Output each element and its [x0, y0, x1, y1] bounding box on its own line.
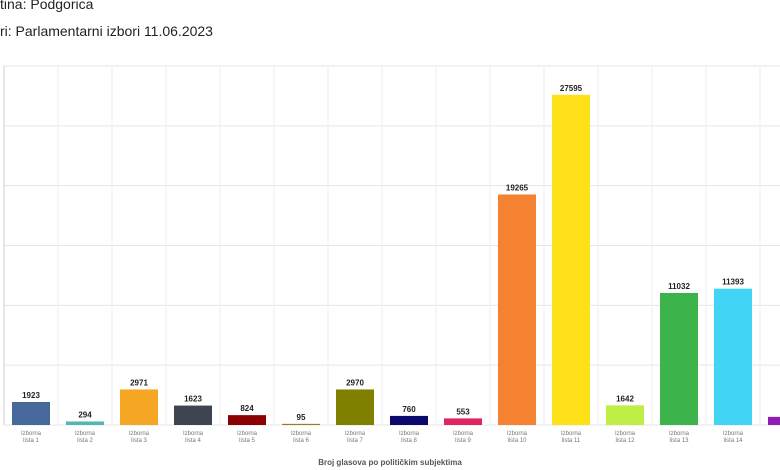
bar [120, 389, 158, 425]
x-tick-label: Izborna lista 1 [20, 431, 41, 444]
bar [12, 401, 50, 425]
bar [606, 405, 644, 425]
x-tick-label: Izborna lista 7 [344, 431, 365, 444]
x-tick-label: Izborna lista 5 [236, 431, 257, 444]
bar [552, 94, 590, 425]
data-label: 1623 [184, 395, 202, 404]
bar [768, 416, 780, 425]
data-label: 824 [240, 404, 254, 413]
x-tick-label: Izborna lista 12 [614, 431, 635, 444]
x-tick-label: Izborna lista 2 [74, 431, 95, 444]
bar [660, 292, 698, 425]
data-label: 553 [456, 407, 470, 416]
data-label: 2971 [130, 378, 148, 387]
data-label: 11393 [722, 278, 744, 287]
bar [336, 389, 374, 425]
bar [282, 423, 320, 425]
data-label: 95 [297, 413, 306, 422]
data-label: 1923 [22, 391, 40, 400]
bar [66, 421, 104, 425]
bar [228, 415, 266, 425]
x-tick-label: Izborna lista 11 [560, 431, 581, 444]
bar [390, 415, 428, 425]
data-label: 27595 [560, 84, 583, 93]
x-axis-label: Broj glasova po političkim subjektima [318, 458, 462, 467]
data-label: 1642 [616, 394, 634, 403]
data-label: 760 [402, 405, 416, 414]
bar [714, 288, 752, 425]
data-label: 11032 [668, 282, 690, 291]
x-tick-label: Izborna lista 4 [182, 431, 203, 444]
x-tick-label: Izborna lista 6 [290, 431, 311, 444]
bar [174, 405, 212, 425]
x-tick-label: Izborna lista 14 [722, 431, 743, 444]
bar [444, 418, 482, 425]
x-tick-label: Izborna lista 10 [506, 431, 527, 444]
data-label: 294 [78, 410, 92, 419]
title: tina: Podgorica [0, 0, 94, 12]
x-tick-label: Izborna lista 13 [668, 431, 689, 444]
data-label: 19265 [506, 183, 529, 192]
x-tick-label: Izborna lista 3 [128, 431, 149, 444]
data-label: 2970 [346, 378, 364, 387]
x-tick-label: Izborna lista 8 [398, 431, 419, 444]
subtitle: ri: Parlamentarni izbori 11.06.2023 [0, 23, 213, 39]
bar [498, 194, 536, 425]
x-tick-label: Izborna lista 9 [452, 431, 473, 444]
